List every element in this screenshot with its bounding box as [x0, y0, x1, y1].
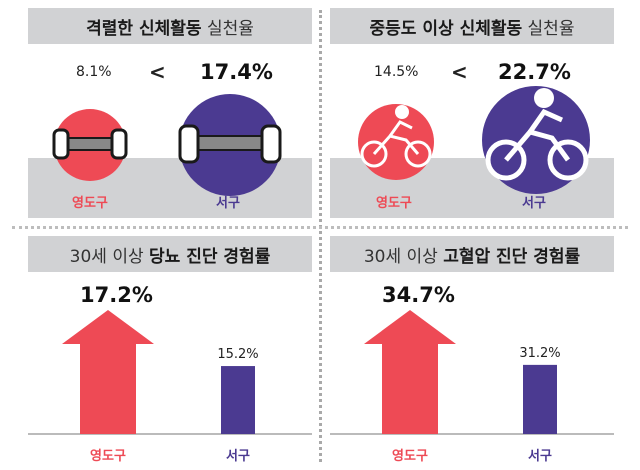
panel-title: 격렬한 신체활동 실천율	[28, 8, 312, 44]
bar-yeongdo	[364, 310, 456, 434]
value-label-seogu: 15.2%	[217, 347, 258, 362]
bar-seogu	[523, 364, 557, 434]
value-label-yeongdo: 34.7%	[382, 283, 455, 307]
panel-title: 30세 이상 고혈압 진단 경험률	[330, 236, 614, 272]
label-yeongdo: 영도구	[376, 196, 412, 211]
title-bold: 당뇨 진단 경험률	[149, 246, 271, 267]
dumbbell-icon	[52, 124, 282, 164]
title-bold: 격렬한 신체활동	[86, 18, 202, 39]
value-seogu: 22.7%	[498, 60, 571, 84]
category-label-yeongdo: 영도구	[392, 449, 428, 464]
horizontal-divider	[12, 226, 628, 229]
bubbles	[358, 86, 590, 194]
title-bold: 고혈압 진단 경험률	[443, 246, 581, 267]
title-light: 30세 이상	[69, 246, 144, 267]
panel-vigorous-activity: 격렬한 신체활동 실천율 8.1% < 17.4% 영도구 서구	[28, 8, 312, 220]
category-label-seogu: 서구	[528, 449, 552, 464]
label-seogu: 서구	[216, 196, 240, 211]
title-light: 실천율	[206, 18, 254, 39]
label-yeongdo: 영도구	[72, 196, 108, 211]
category-label-yeongdo: 영도구	[90, 449, 126, 464]
chart-hypertension: 34.7% 31.2% 영도구 서구	[330, 283, 614, 464]
cyclist-icon	[360, 88, 589, 181]
panel-hypertension: 30세 이상 고혈압 진단 경험률 34.7% 31.2% 영도구 서구	[330, 236, 614, 466]
value-label-yeongdo: 17.2%	[80, 283, 153, 307]
bar-yeongdo	[62, 310, 154, 434]
value-yeongdo: 8.1%	[76, 64, 112, 80]
compare-symbol: <	[451, 60, 468, 84]
vertical-divider	[319, 10, 322, 462]
label-seogu: 서구	[522, 196, 546, 211]
panel-moderate-activity: 중등도 이상 신체활동 실천율 14.5% < 22.7% 영도구 서구	[330, 8, 614, 220]
bar-seogu	[221, 366, 255, 434]
value-label-seogu: 31.2%	[519, 346, 560, 361]
compare-symbol: <	[149, 60, 166, 84]
value-yeongdo: 14.5%	[374, 64, 419, 80]
bubble-yeongdo	[358, 104, 434, 180]
title-light: 30세 이상	[363, 246, 438, 267]
chart-diabetes: 17.2% 15.2% 영도구 서구	[28, 283, 312, 464]
value-seogu: 17.4%	[200, 60, 273, 84]
title-light: 실천율	[527, 18, 575, 39]
panel-title: 중등도 이상 신체활동 실천율	[330, 8, 614, 44]
panel-diabetes: 30세 이상 당뇨 진단 경험률 17.2% 15.2% 영도구 서구	[28, 236, 312, 466]
title-bold: 중등도 이상 신체활동	[369, 18, 523, 39]
bubble-seogu	[482, 86, 590, 194]
panel-title: 30세 이상 당뇨 진단 경험률	[28, 236, 312, 272]
category-label-seogu: 서구	[226, 449, 250, 464]
